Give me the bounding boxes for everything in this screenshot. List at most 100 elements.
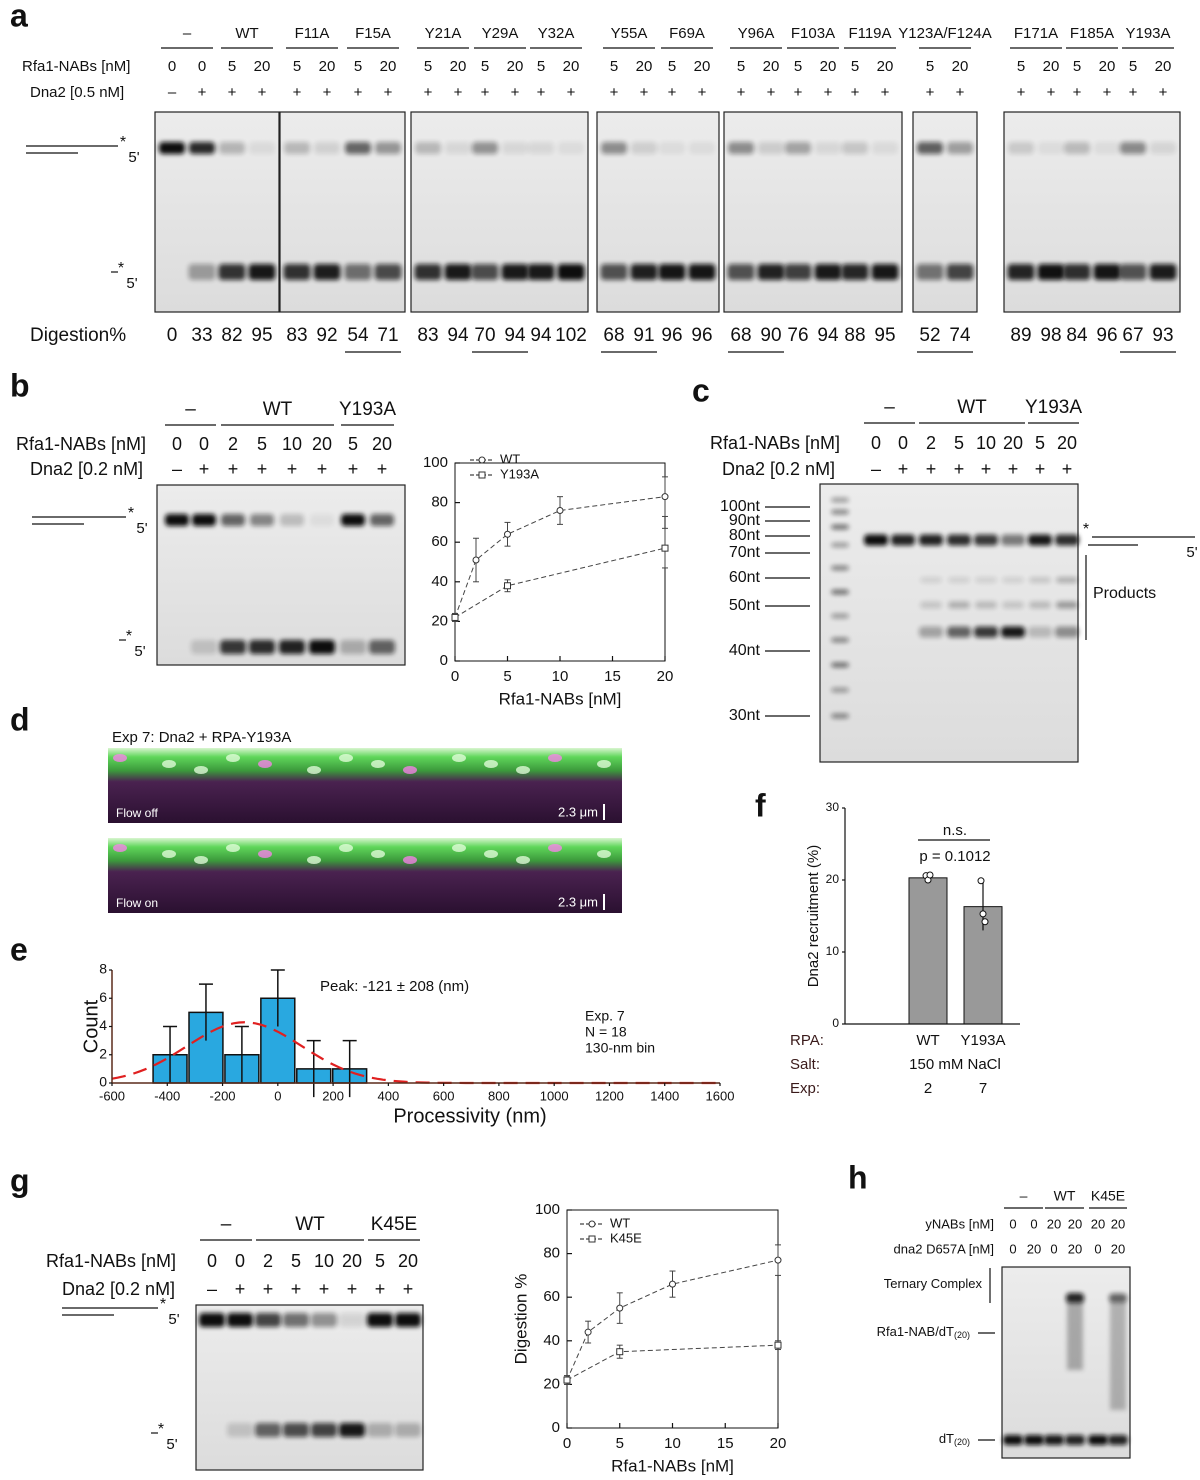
label: 5 xyxy=(293,58,301,75)
label: 20 xyxy=(372,434,392,454)
gel-band xyxy=(445,142,471,154)
gel-band xyxy=(727,264,755,280)
spot xyxy=(162,760,176,768)
gel-band xyxy=(831,713,849,719)
label: + xyxy=(235,1279,246,1299)
label: + xyxy=(291,1279,302,1299)
gel-band xyxy=(280,514,304,526)
label-star: * xyxy=(128,505,134,522)
data-point xyxy=(584,1328,592,1336)
label: + xyxy=(354,84,363,101)
x-tick-label: 200 xyxy=(322,1088,344,1103)
gel-band xyxy=(631,142,657,154)
microscopy-image xyxy=(108,748,622,823)
x-tick-label: 10 xyxy=(664,1435,681,1452)
label: 20 xyxy=(450,58,467,75)
y-tick-label: 100 xyxy=(423,454,448,471)
annotation: Exp. 7 xyxy=(585,1008,625,1024)
gel-band xyxy=(920,577,942,583)
label: 0 xyxy=(235,1251,245,1271)
data-point xyxy=(616,1304,624,1312)
label: 0 xyxy=(1009,1216,1016,1231)
label: 5 xyxy=(1073,58,1081,75)
spot xyxy=(452,844,466,852)
data-point xyxy=(616,1348,624,1356)
band-label-text: Rfa1-NAB/dT xyxy=(877,1324,954,1339)
label: + xyxy=(228,84,237,101)
gel-band xyxy=(831,524,849,530)
label: 5 xyxy=(228,58,236,75)
gel-band xyxy=(831,687,849,693)
label: + xyxy=(954,459,965,479)
label: Exp: xyxy=(790,1080,820,1097)
gel-band xyxy=(1007,264,1035,280)
spot xyxy=(548,844,562,852)
label: Rfa1-NABs [nM] xyxy=(16,434,146,454)
x-axis-label: Rfa1-NABs [nM] xyxy=(611,1456,734,1475)
band-label-sub: (20) xyxy=(954,1330,970,1340)
gel-band xyxy=(341,514,365,526)
gel-band xyxy=(1093,264,1121,280)
gel-band xyxy=(831,637,849,643)
digestion-value: 90 xyxy=(760,325,781,346)
gel-band xyxy=(831,589,849,595)
label: Dna2 [0.2 nM] xyxy=(30,459,143,479)
gel-band xyxy=(630,264,658,280)
panel-label: e xyxy=(10,931,28,967)
series-line xyxy=(454,547,666,618)
label: + xyxy=(198,84,207,101)
band-label-sub: (20) xyxy=(954,1437,970,1447)
gel-image xyxy=(819,483,1079,763)
panel-label: h xyxy=(848,1159,868,1195)
gel-band xyxy=(279,640,305,654)
label: + xyxy=(258,84,267,101)
gel-image xyxy=(156,484,406,666)
label: 5 xyxy=(668,58,676,75)
legend-marker xyxy=(588,1235,596,1243)
label: 20 xyxy=(1068,1241,1082,1256)
data-point xyxy=(977,877,985,885)
label: + xyxy=(293,84,302,101)
label: + xyxy=(263,1279,274,1299)
label-5prime: 5' xyxy=(126,275,137,292)
gel-band xyxy=(1044,1435,1064,1445)
label: 20 xyxy=(694,58,711,75)
legend-label: WT xyxy=(610,1215,630,1230)
bar xyxy=(908,877,948,1025)
label: – xyxy=(183,25,192,42)
digestion-value: 71 xyxy=(377,325,398,346)
label: 20 xyxy=(1043,58,1060,75)
gel-band xyxy=(367,1313,393,1327)
gel-band xyxy=(842,142,868,154)
gel-band xyxy=(444,264,472,280)
band-label: Ternary Complex xyxy=(884,1276,983,1291)
y-tick-label: 100 xyxy=(535,1201,560,1218)
label: 0 xyxy=(898,433,908,453)
marker-label: 60nt xyxy=(729,569,761,586)
category-label: Y193A xyxy=(960,1032,1005,1049)
label: Y193A xyxy=(1125,25,1170,42)
gel-band xyxy=(1064,142,1090,154)
label: + xyxy=(317,459,328,479)
panel-label: c xyxy=(692,372,710,408)
label-star: * xyxy=(118,260,124,277)
label: 20 xyxy=(1057,433,1077,453)
gel-band xyxy=(374,264,402,280)
gel-band xyxy=(1029,577,1051,583)
label: + xyxy=(257,459,268,479)
label: + xyxy=(1062,459,1073,479)
spot xyxy=(226,844,240,852)
label: – xyxy=(884,397,895,418)
annotation: 130-nm bin xyxy=(585,1040,655,1056)
spot xyxy=(371,850,385,858)
spot xyxy=(194,856,208,864)
panel-label: b xyxy=(10,367,30,403)
label: * xyxy=(1083,521,1089,538)
gel-band xyxy=(1001,534,1025,546)
data-point xyxy=(451,613,459,621)
x-tick-label: 0 xyxy=(451,668,459,685)
label: Dna2 [0.5 nM] xyxy=(30,84,124,101)
digestion-value: 84 xyxy=(1066,325,1088,346)
y-tick-label: 0 xyxy=(832,1016,839,1030)
gel-band xyxy=(1120,142,1146,154)
